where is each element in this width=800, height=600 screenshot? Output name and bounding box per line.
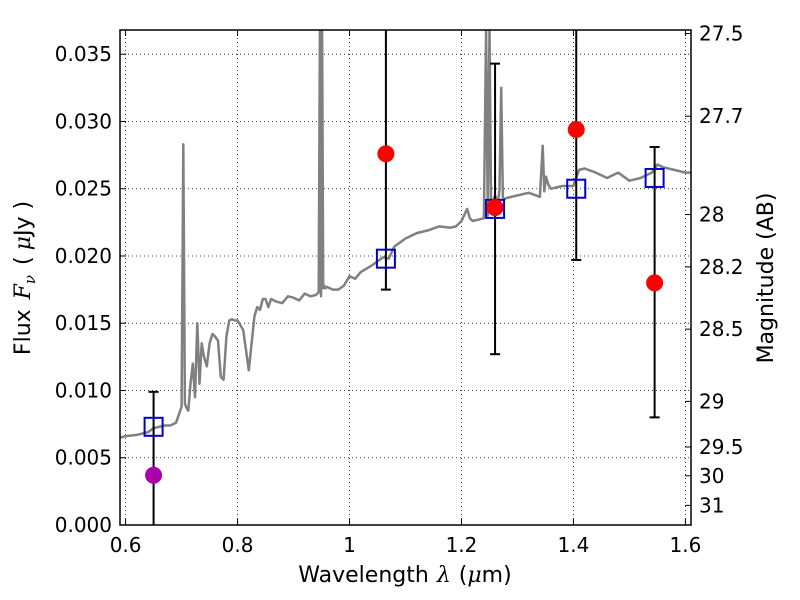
y-tick-label: 0.025 xyxy=(55,177,112,201)
x-tick-label: 0.8 xyxy=(222,533,254,557)
x-label-symbol: λ xyxy=(436,563,451,588)
y-tick-label: 0.035 xyxy=(55,42,112,66)
axis-ticks: 0.6 0.8 1 1.2 1.4 1.6 0.000 0.005 0.010 0.015 0.02… xyxy=(55,21,744,557)
x-label-unit-mu: μ xyxy=(467,563,481,588)
synthetic-photometry-square xyxy=(644,167,665,188)
red-data-point xyxy=(567,121,585,139)
y-axis-label: Flux Fν ( μJy ) xyxy=(11,201,39,355)
x-tick-label: 1 xyxy=(343,533,356,557)
y-tick-label: 0.005 xyxy=(55,446,112,470)
x-tick-label: 1.4 xyxy=(558,533,590,557)
red-data-point xyxy=(486,199,504,217)
y2-tick-label: 28.2 xyxy=(699,255,744,279)
red-data-point xyxy=(377,145,395,163)
y-label-unit-mu: μ xyxy=(11,236,36,250)
synthetic-photometry-square xyxy=(566,178,587,199)
y-tick-label: 0.015 xyxy=(55,311,112,335)
grid xyxy=(120,30,691,525)
y2-tick-label: 28 xyxy=(699,203,724,227)
y-tick-label: 0.020 xyxy=(55,244,112,268)
purple-data-point xyxy=(145,466,163,484)
model-spectrum-line xyxy=(120,30,691,439)
y-label-sub: ν xyxy=(21,275,39,284)
synthetic-photometry-square xyxy=(143,416,164,437)
y2-tick-label: 29 xyxy=(699,389,724,413)
y2-tick-label: 27.7 xyxy=(699,104,744,128)
y-label-prefix: Flux xyxy=(11,309,36,355)
y2-tick-label: 28.5 xyxy=(699,317,744,341)
x-tick-label: 0.6 xyxy=(110,533,142,557)
synthetic-photometry-square xyxy=(375,248,396,269)
y2-axis-label: Magnitude (AB) xyxy=(754,193,779,364)
y2-tick-label: 29.5 xyxy=(699,435,744,459)
x-axis-label: Wavelength λ (μm) xyxy=(298,563,511,588)
x-tick-label: 1.2 xyxy=(446,533,478,557)
y-label-unit-rest: Jy ) xyxy=(11,201,36,238)
plot-series xyxy=(120,30,691,525)
y-tick-label: 0.000 xyxy=(55,513,112,537)
y-tick-label: 0.010 xyxy=(55,378,112,402)
y-label-symbol: F xyxy=(11,283,36,300)
y2-tick-label: 30 xyxy=(699,464,724,488)
x-tick-label: 1.6 xyxy=(669,533,701,557)
red-data-point xyxy=(646,274,664,292)
y-label-unit-open: ( xyxy=(11,256,36,265)
y-tick-label: 0.030 xyxy=(55,109,112,133)
y2-tick-label: 27.5 xyxy=(699,21,744,45)
x-label-prefix: Wavelength xyxy=(298,563,429,588)
x-label-unit-open: ( xyxy=(459,563,468,588)
plot-frame xyxy=(119,29,692,526)
y2-tick-label: 31 xyxy=(699,493,724,517)
x-label-unit-rest: m) xyxy=(482,563,512,588)
